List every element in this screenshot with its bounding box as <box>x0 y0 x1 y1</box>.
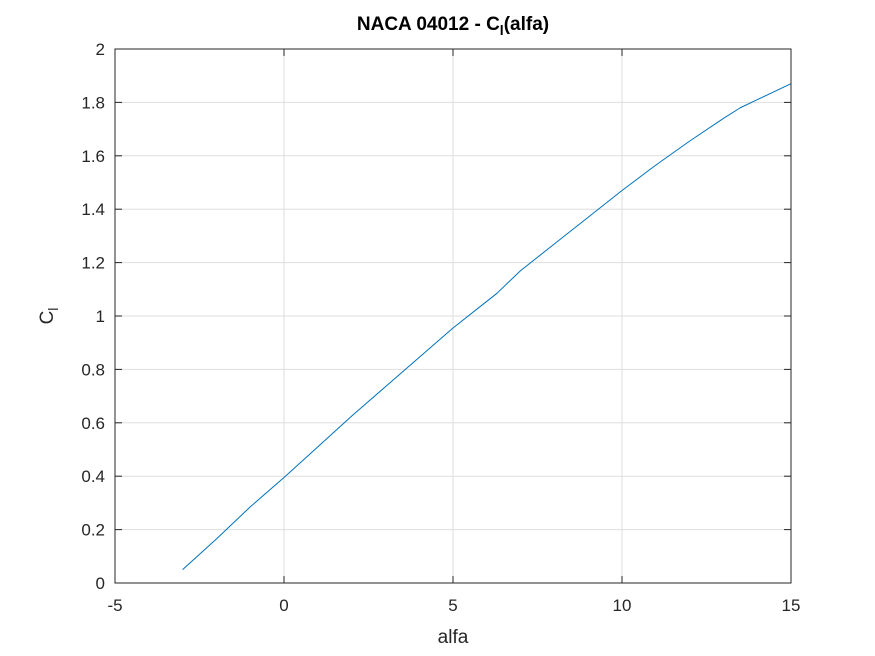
y-axis-label: Cl <box>37 308 61 325</box>
y-axis-label-subscript: l <box>45 308 61 311</box>
chart-title-subscript: l <box>500 22 504 38</box>
y-tick-label: 1 <box>96 307 105 326</box>
x-tick-label: 10 <box>613 596 632 615</box>
y-tick-label: 1.6 <box>81 147 105 166</box>
x-axis-label: alfa <box>438 627 469 648</box>
series-line <box>182 83 792 571</box>
chart-title-prefix: NACA 04012 - C <box>357 14 500 35</box>
y-tick-label: 0.4 <box>81 467 105 486</box>
x-tick-labels: -5 0 5 10 15 <box>107 596 800 615</box>
y-tick-label: 0 <box>96 574 105 593</box>
y-tick-label: 1.2 <box>81 254 105 273</box>
x-tick-label: -5 <box>107 596 122 615</box>
y-tick-label: 1.8 <box>81 93 105 112</box>
y-tick-label: 0.2 <box>81 521 105 540</box>
y-tick-label: 0.8 <box>81 360 105 379</box>
y-tick-label: 2 <box>96 40 105 59</box>
y-tick-labels: 0 0.2 0.4 0.6 0.8 1 1.2 1.4 1.6 1.8 2 <box>81 40 105 593</box>
chart-title: NACA 04012 - Cl(alfa) <box>357 14 549 38</box>
y-tick-label: 0.6 <box>81 414 105 433</box>
series-layer <box>182 83 792 571</box>
chart-title-suffix: (alfa) <box>504 14 549 35</box>
x-tick-label: 0 <box>279 596 288 615</box>
y-tick-label: 1.4 <box>81 200 105 219</box>
tick-marks <box>114 48 792 584</box>
x-tick-label: 5 <box>448 596 457 615</box>
y-axis-label-main: C <box>37 311 58 325</box>
x-tick-label: 15 <box>782 596 801 615</box>
